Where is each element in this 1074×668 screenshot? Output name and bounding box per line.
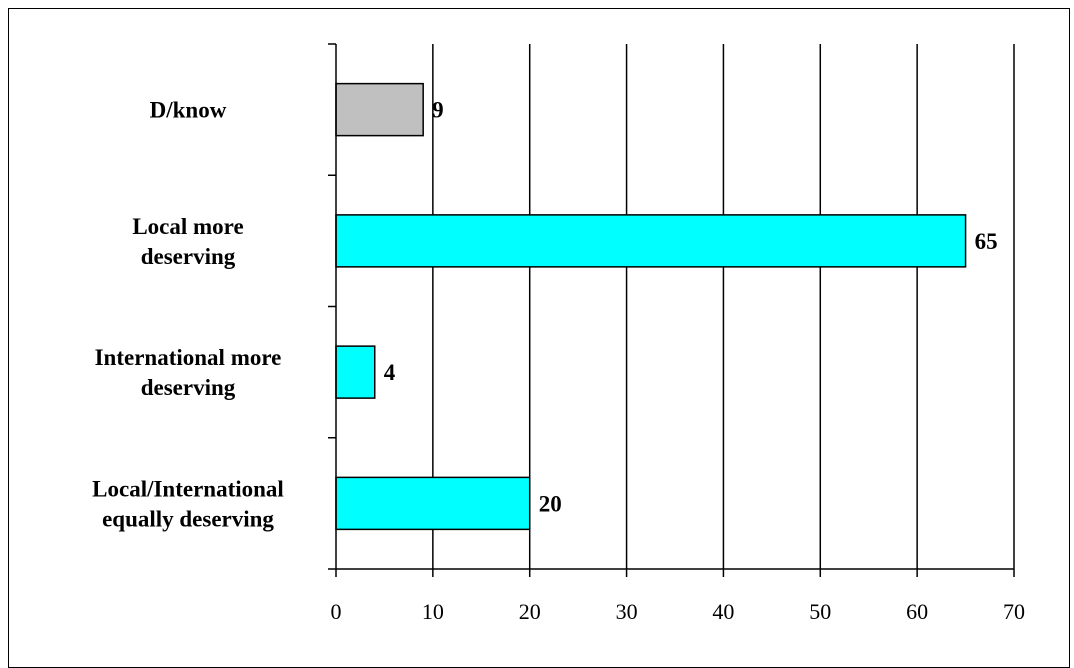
labels: 20 Local/International equally deserving 4 I… xyxy=(92,98,1025,624)
x-tick-label-20: 20 xyxy=(519,599,541,624)
bar-3 xyxy=(335,82,424,137)
x-tick-label-0: 0 xyxy=(331,599,342,624)
category-label-2: Local more deserving xyxy=(132,214,243,269)
bar-2 xyxy=(335,214,967,268)
bars xyxy=(335,82,967,531)
x-tick-label-60: 60 xyxy=(906,599,928,624)
value-label-0: 20 xyxy=(539,491,562,516)
x-tick-label-10: 10 xyxy=(422,599,444,624)
value-label-2: 65 xyxy=(975,229,998,254)
x-tick-label-40: 40 xyxy=(712,599,734,624)
bar-chart: 20 Local/International equally deserving 4 I… xyxy=(92,43,1025,624)
category-label-0: Local/International equally deserving xyxy=(92,476,284,531)
x-tick-label-30: 30 xyxy=(616,599,638,624)
category-label-3: D/know xyxy=(150,98,227,123)
x-tick-label-50: 50 xyxy=(809,599,831,624)
bar-0 xyxy=(335,476,531,531)
value-label-1: 4 xyxy=(384,360,396,385)
axes xyxy=(328,43,1015,577)
bar-1 xyxy=(335,345,376,399)
x-tick-label-70: 70 xyxy=(1003,599,1025,624)
value-label-3: 9 xyxy=(432,98,444,123)
category-label-1: International more deserving xyxy=(95,345,282,400)
